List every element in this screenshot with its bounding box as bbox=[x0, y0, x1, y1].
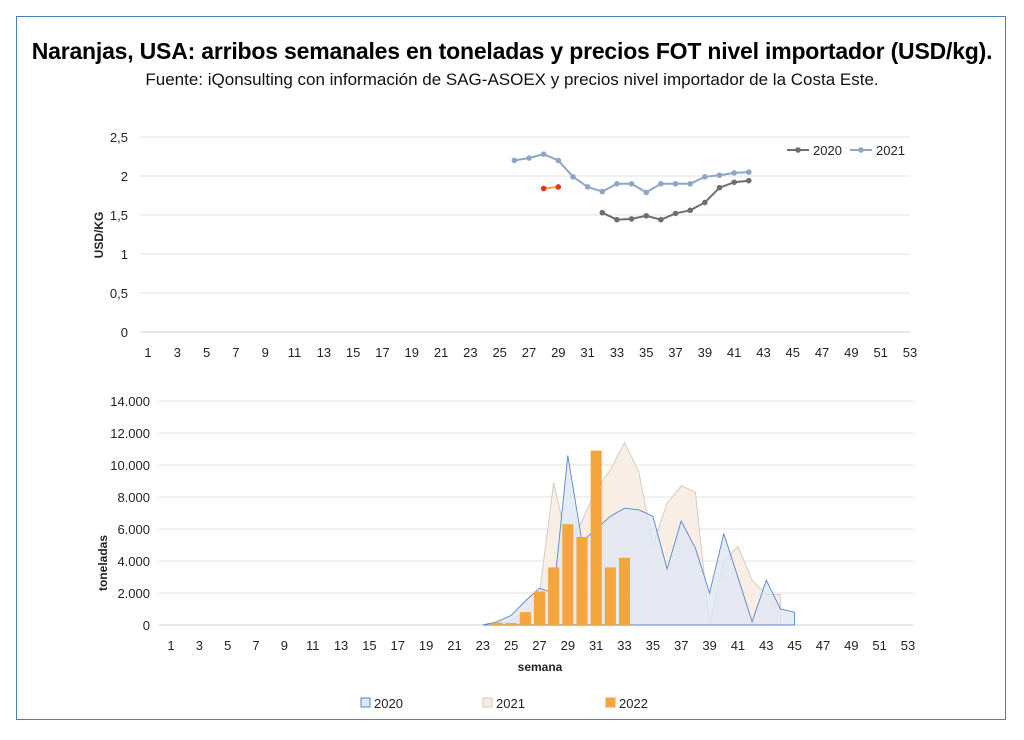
chart-subtitle: Fuente: iQonsulting con información de S… bbox=[145, 70, 879, 89]
chart-title: Naranjas, USA: arribos semanales en tone… bbox=[31, 38, 993, 64]
chart-frame bbox=[16, 16, 1006, 720]
